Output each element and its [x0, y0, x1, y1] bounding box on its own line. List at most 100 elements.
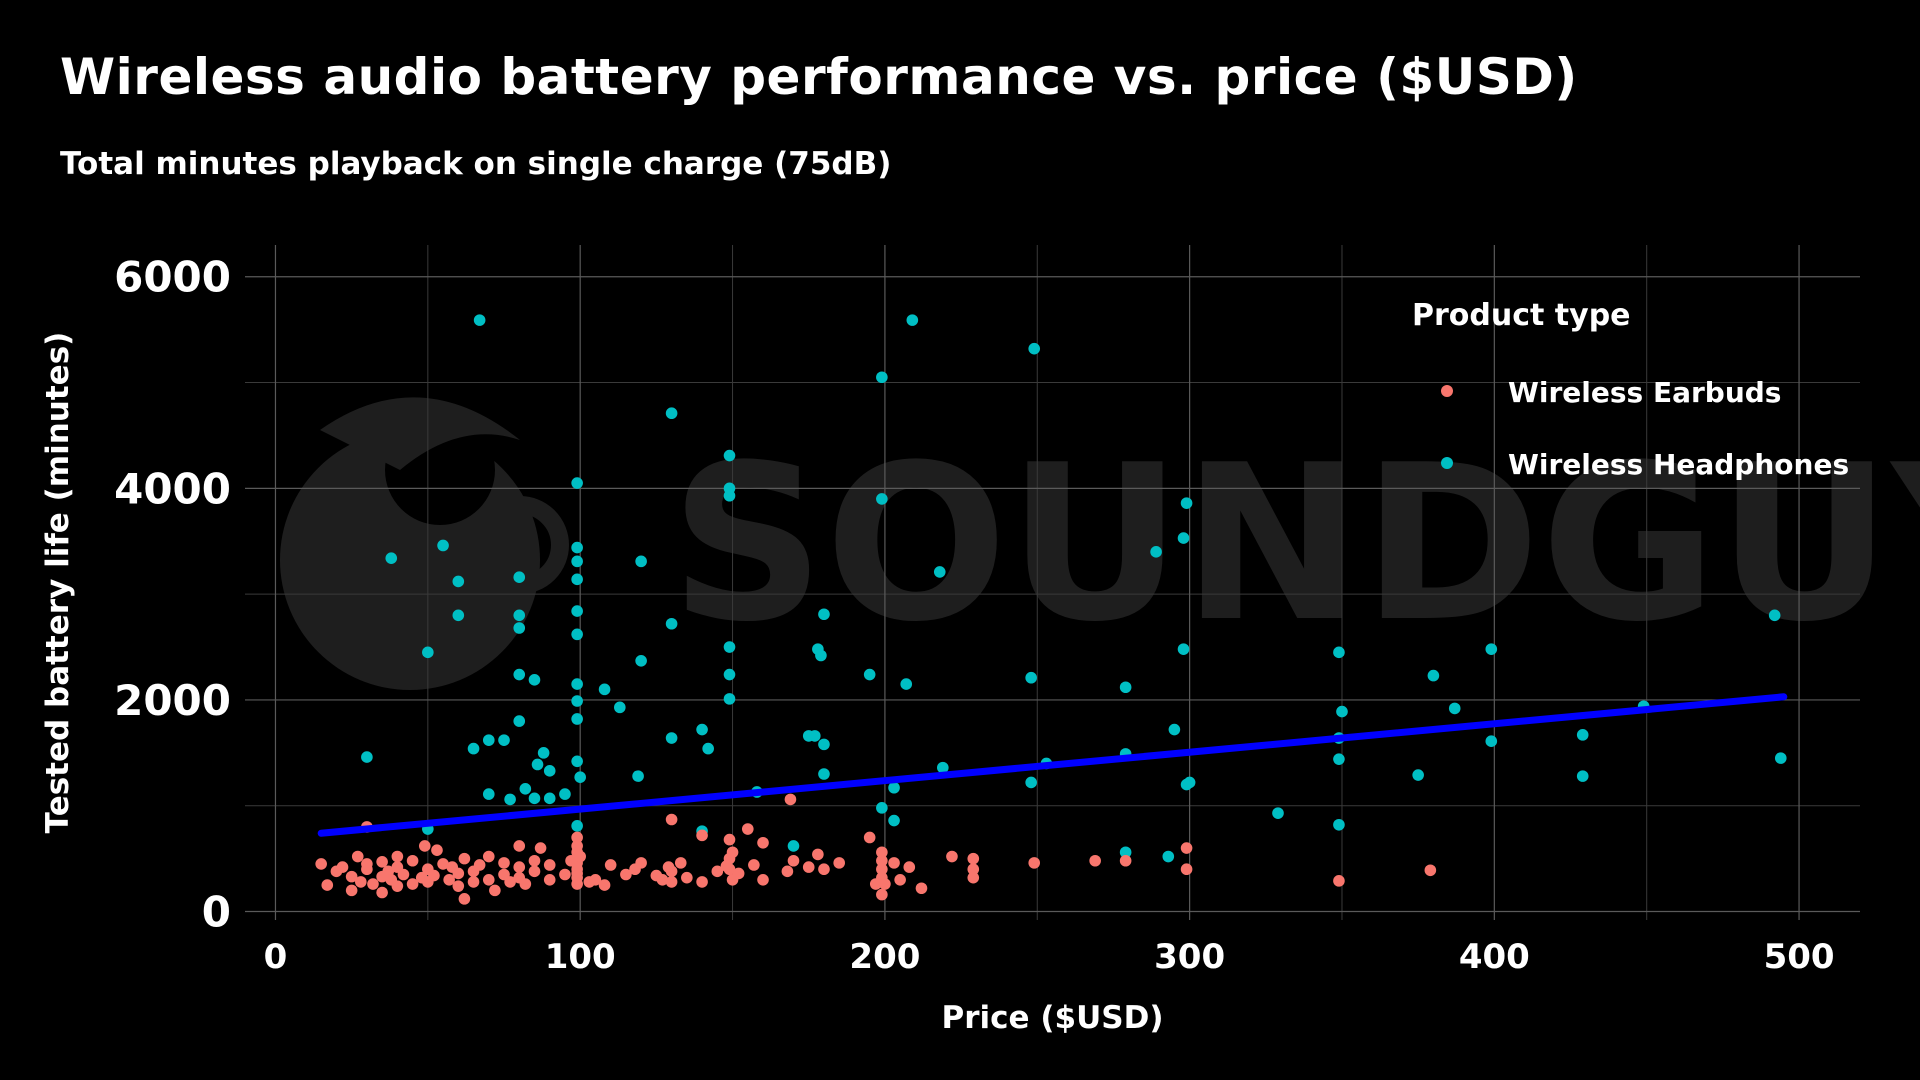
- earbuds-point: [1180, 863, 1193, 876]
- headphones-point: [513, 668, 526, 681]
- headphones-point: [574, 771, 586, 783]
- headphones-point: [571, 605, 583, 617]
- headphones-point: [696, 723, 708, 736]
- earbuds-point: [528, 865, 541, 878]
- earbuds-point: [876, 888, 888, 901]
- headphones-point: [900, 678, 913, 690]
- earbuds-point: [391, 850, 404, 863]
- earbuds-point: [519, 878, 532, 890]
- earbuds-point: [726, 846, 739, 859]
- headphones-point: [1119, 681, 1132, 694]
- headphones-point: [559, 788, 571, 800]
- headphones-point: [1162, 850, 1175, 863]
- earbuds-point: [1028, 857, 1041, 869]
- legend-label-headphones: Wireless Headphones: [1508, 448, 1849, 481]
- earbuds-point: [665, 865, 678, 878]
- earbuds-point: [781, 865, 794, 878]
- earbuds-point: [458, 852, 471, 865]
- headphones-point: [723, 668, 736, 681]
- earbuds-point: [571, 831, 583, 844]
- headphones-point: [543, 765, 556, 777]
- earbuds-point: [354, 876, 367, 888]
- earbuds-point: [467, 876, 480, 888]
- earbuds-point: [1119, 854, 1132, 867]
- earbuds-point: [418, 840, 431, 852]
- earbuds-point: [589, 873, 602, 886]
- earbuds-point: [367, 878, 379, 890]
- headphones-point: [467, 742, 480, 755]
- headphones-point: [1028, 342, 1041, 355]
- earbuds-point: [452, 880, 465, 892]
- headphones-point: [571, 678, 583, 690]
- x-tick-label: 100: [545, 937, 616, 977]
- earbuds-point: [757, 873, 769, 886]
- headphones-point: [528, 674, 541, 686]
- headphones-point: [1333, 646, 1345, 659]
- x-tick-label: 200: [849, 937, 920, 977]
- headphones-point: [598, 683, 611, 696]
- earbuds-point: [513, 861, 526, 873]
- headphones-point: [1576, 770, 1589, 782]
- headphones-point: [1768, 609, 1781, 622]
- headphones-point: [571, 820, 583, 832]
- earbuds-point: [437, 858, 449, 870]
- headphones-point: [723, 693, 736, 705]
- earbuds-point: [784, 793, 797, 806]
- earbuds-point: [879, 878, 891, 890]
- headphones-point: [888, 781, 900, 794]
- earbuds-point: [397, 868, 410, 881]
- earbuds-point: [696, 876, 708, 888]
- earbuds-point: [406, 854, 419, 867]
- earbuds-point: [473, 859, 486, 871]
- headphones-point: [1427, 669, 1440, 682]
- data-points: [315, 314, 1787, 905]
- headphones-point: [1150, 546, 1162, 558]
- earbuds-point: [406, 878, 419, 890]
- headphones-point: [1025, 776, 1037, 789]
- headphones-point: [632, 770, 644, 782]
- headphones-point: [818, 608, 830, 621]
- earbuds-point: [345, 870, 358, 883]
- x-tick-label: 300: [1154, 937, 1225, 977]
- earbuds-point: [534, 842, 547, 854]
- headphones-point: [513, 609, 526, 622]
- headphones-point: [1485, 735, 1498, 747]
- headphones-point: [452, 609, 465, 622]
- headphones-point: [571, 541, 583, 554]
- legend-label-earbuds: Wireless Earbuds: [1508, 376, 1781, 409]
- earbuds-point: [598, 879, 611, 891]
- earbuds-point: [604, 859, 617, 871]
- headphones-point: [437, 539, 449, 552]
- earbuds-point: [336, 861, 349, 873]
- headphones-point: [1168, 723, 1181, 736]
- earbuds-point: [723, 863, 736, 876]
- earbuds-point: [489, 884, 501, 897]
- headphones-point: [385, 552, 398, 564]
- earbuds-point: [443, 873, 455, 886]
- trendline-line: [317, 693, 1788, 837]
- headphones-point: [876, 371, 888, 384]
- earbuds-point: [748, 859, 760, 871]
- headphones-point: [635, 555, 647, 568]
- earbuds-point: [732, 867, 745, 880]
- chart-title: Wireless audio battery performance vs. p…: [60, 48, 1578, 106]
- earbuds-point: [543, 873, 556, 886]
- headphones-point: [473, 314, 486, 326]
- earbuds-point: [1424, 864, 1437, 877]
- headphones-point: [1448, 702, 1461, 715]
- y-axis-title: Tested battery life (minutes): [40, 332, 76, 834]
- headphones-point: [876, 802, 888, 814]
- x-tick-label: 0: [264, 937, 288, 977]
- headphones-point: [818, 768, 830, 780]
- headphones-point: [863, 668, 876, 681]
- y-tick-label: 4000: [114, 464, 231, 513]
- earbuds-point: [656, 873, 669, 886]
- earbuds-point: [674, 857, 687, 869]
- earbuds-point: [321, 879, 334, 891]
- earbuds-point: [376, 886, 388, 899]
- legend-swatch-headphones: [1441, 457, 1453, 469]
- headphones-point: [571, 713, 583, 725]
- headphones-point: [888, 814, 900, 827]
- headphones-point: [361, 751, 373, 763]
